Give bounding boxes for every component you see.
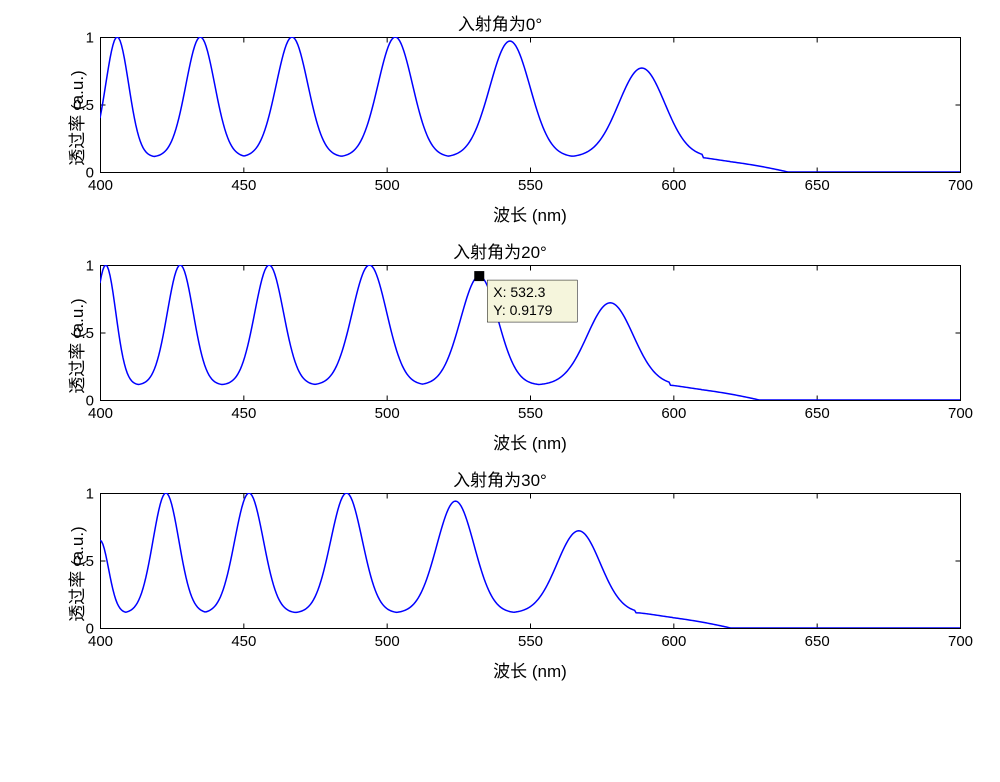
- subplot-2: 入射角为30°透过率 (a.u.)40045050055060065070000…: [20, 466, 980, 682]
- y-tick-label: 1: [86, 30, 94, 47]
- chart-title: 入射角为20°: [20, 238, 980, 263]
- x-tick-label: 550: [518, 633, 543, 650]
- x-tick-label: 650: [805, 177, 830, 194]
- axis-box: [101, 38, 961, 173]
- x-tick-label: 700: [948, 405, 973, 422]
- datatip-y-label: Y: 0.9179: [493, 302, 552, 318]
- y-tick-label: 0.5: [73, 553, 94, 570]
- x-tick-label: 600: [661, 405, 686, 422]
- x-tick-label: 650: [805, 405, 830, 422]
- plot-area: 40045050055060065070000.51: [100, 493, 960, 655]
- x-tick-label: 600: [661, 633, 686, 650]
- transmittance-curve: [100, 37, 960, 172]
- chart-container: 入射角为0°透过率 (a.u.)40045050055060065070000.…: [20, 10, 980, 682]
- x-tick-label: 700: [948, 633, 973, 650]
- x-tick-label: 650: [805, 633, 830, 650]
- x-tick-label: 600: [661, 177, 686, 194]
- chart-svg: 40045050055060065070000.51: [100, 37, 962, 199]
- subplot-0: 入射角为0°透过率 (a.u.)40045050055060065070000.…: [20, 10, 980, 226]
- chart-svg: 40045050055060065070000.51: [100, 493, 962, 655]
- plot-area: 40045050055060065070000.51: [100, 37, 960, 199]
- subplot-1: 入射角为20°透过率 (a.u.)40045050055060065070000…: [20, 238, 980, 454]
- y-tick-label: 0.5: [73, 325, 94, 342]
- datatip-marker[interactable]: [474, 271, 484, 281]
- y-tick-label: 0: [86, 165, 94, 182]
- x-axis-label: 波长 (nm): [100, 201, 960, 226]
- axis-box: [101, 494, 961, 629]
- chart-title: 入射角为30°: [20, 466, 980, 491]
- x-tick-label: 450: [231, 177, 256, 194]
- y-tick-label: 0.5: [73, 97, 94, 114]
- x-axis-label: 波长 (nm): [100, 429, 960, 454]
- transmittance-curve: [100, 493, 960, 628]
- x-tick-label: 450: [231, 633, 256, 650]
- chart-title: 入射角为0°: [20, 10, 980, 35]
- y-tick-label: 0: [86, 621, 94, 638]
- x-tick-label: 500: [375, 405, 400, 422]
- chart-svg: 40045050055060065070000.51X: 532.3Y: 0.9…: [100, 265, 962, 427]
- x-tick-label: 500: [375, 633, 400, 650]
- y-axis-label: 透过率 (a.u.): [63, 70, 88, 165]
- plot-area: 40045050055060065070000.51X: 532.3Y: 0.9…: [100, 265, 960, 427]
- x-tick-label: 500: [375, 177, 400, 194]
- x-tick-label: 700: [948, 177, 973, 194]
- y-tick-label: 1: [86, 258, 94, 275]
- y-tick-label: 1: [86, 486, 94, 503]
- datatip-x-label: X: 532.3: [493, 284, 545, 300]
- x-tick-label: 450: [231, 405, 256, 422]
- y-tick-label: 0: [86, 393, 94, 410]
- x-axis-label: 波长 (nm): [100, 657, 960, 682]
- y-axis-label: 透过率 (a.u.): [63, 298, 88, 393]
- y-axis-label: 透过率 (a.u.): [63, 526, 88, 621]
- x-tick-label: 550: [518, 177, 543, 194]
- x-tick-label: 550: [518, 405, 543, 422]
